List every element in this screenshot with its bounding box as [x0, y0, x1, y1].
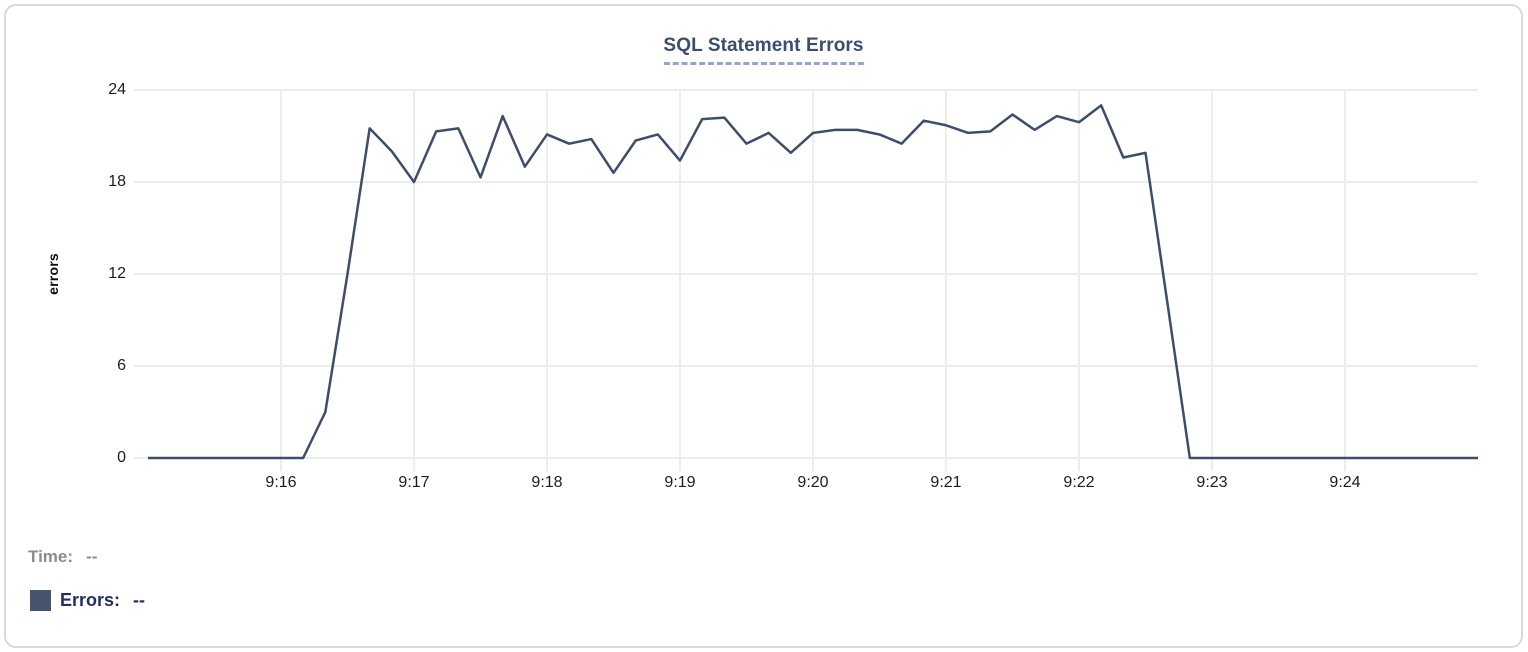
y-tick-label: 12: [108, 265, 126, 282]
x-tick-label: 9:22: [1063, 474, 1095, 491]
x-tick-label: 9:21: [930, 474, 962, 491]
x-tick-label: 9:20: [797, 474, 829, 491]
tooltip-time-value: --: [86, 547, 98, 566]
x-tick-label: 9:17: [398, 474, 430, 491]
chart-title[interactable]: SQL Statement Errors: [663, 35, 864, 65]
y-tick-label: 6: [117, 357, 126, 374]
tooltip-errors-row: Errors: --: [30, 590, 145, 611]
y-tick-label: 24: [108, 81, 126, 98]
errors-series-swatch: [30, 590, 51, 611]
y-tick-label: 0: [117, 449, 126, 466]
tooltip-time-label: Time:: [28, 547, 74, 566]
x-tick-label: 9:23: [1196, 474, 1228, 491]
x-tick-label: 9:16: [265, 474, 297, 491]
chart-card: SQL Statement Errors errors 0 6 12 18 24 9:1…: [4, 4, 1523, 648]
errors-series-line: [148, 104, 1478, 460]
y-axis-title: errors: [45, 253, 61, 295]
tooltip-time-row: Time: --: [28, 547, 97, 567]
tooltip-errors-value: --: [133, 590, 146, 610]
x-tick-label: 9:19: [664, 474, 696, 491]
x-tick-label: 9:18: [531, 474, 563, 491]
line-chart[interactable]: [6, 6, 1528, 652]
y-tick-label: 18: [108, 173, 126, 190]
tooltip-errors-label: Errors:: [60, 590, 121, 610]
x-tick-label: 9:24: [1329, 474, 1361, 491]
